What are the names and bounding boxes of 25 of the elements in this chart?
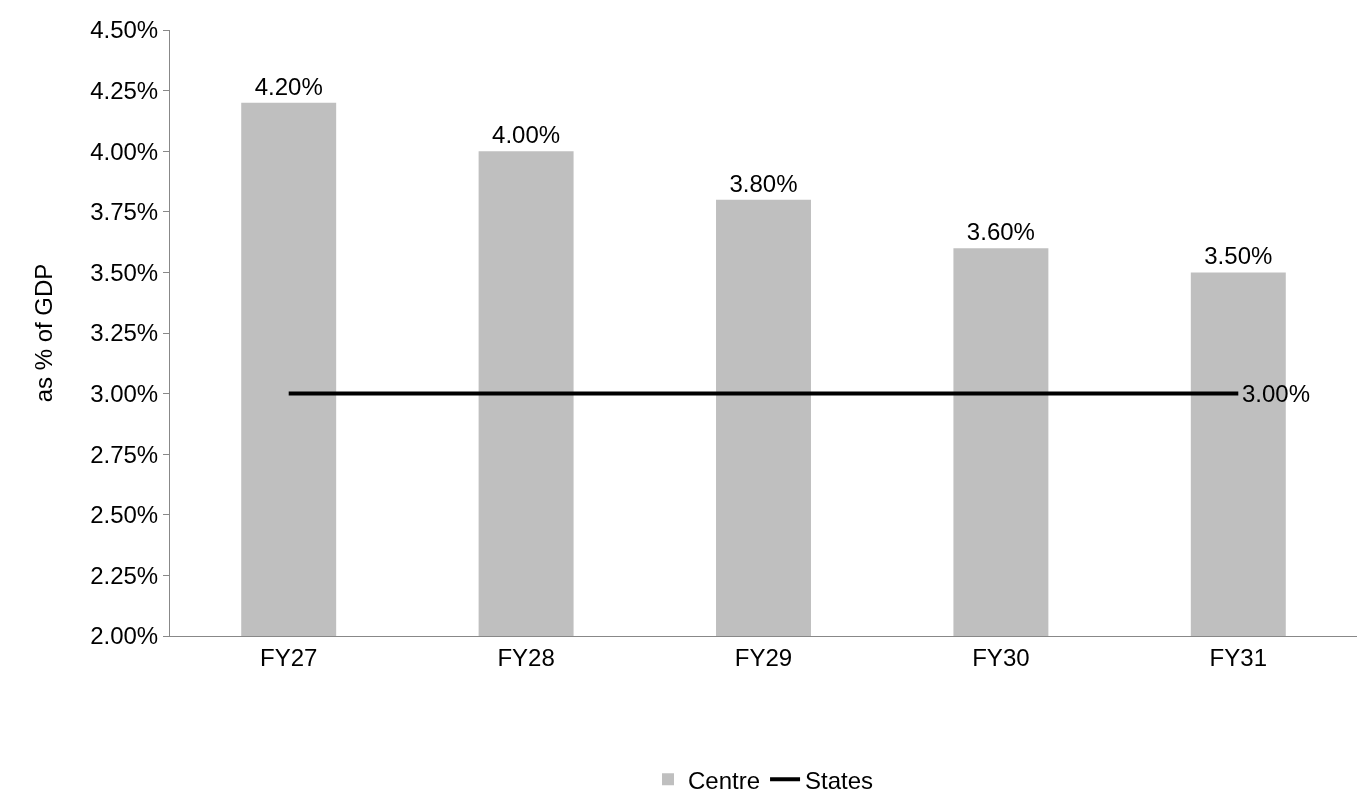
y-tick-label: 2.75% <box>90 440 159 468</box>
legend-label: Centre <box>688 766 761 794</box>
y-tick-label: 4.50% <box>90 16 159 44</box>
y-tick-label: 3.00% <box>90 380 159 407</box>
data-label: 3.50% <box>1204 242 1273 270</box>
y-tick-label: 3.25% <box>90 319 159 347</box>
y-tick-label: 4.00% <box>90 137 159 165</box>
data-label: 3.80% <box>729 169 798 197</box>
data-label: 3.60% <box>966 218 1035 246</box>
y-tick-label: 2.50% <box>90 501 159 529</box>
y-tick-label: 3.50% <box>90 258 159 286</box>
x-tick-label: FY31 <box>1209 643 1267 671</box>
x-tick-label: FY27 <box>260 643 318 671</box>
x-tick-label: FY28 <box>497 643 555 671</box>
data-label: 3.00% <box>1242 380 1311 407</box>
y-axis-title: as % of GDP <box>30 263 58 403</box>
x-tick-label: FY30 <box>972 643 1030 671</box>
y-tick-label: 3.75% <box>90 198 159 226</box>
data-label: 4.20% <box>254 72 323 100</box>
y-tick-label: 4.25% <box>90 77 159 104</box>
y-tick-label: 2.25% <box>90 561 159 589</box>
y-tick-label: 2.00% <box>90 622 159 650</box>
legend-label: States <box>805 766 874 794</box>
data-label: 4.00% <box>492 121 561 149</box>
x-tick-label: FY29 <box>734 643 793 671</box>
